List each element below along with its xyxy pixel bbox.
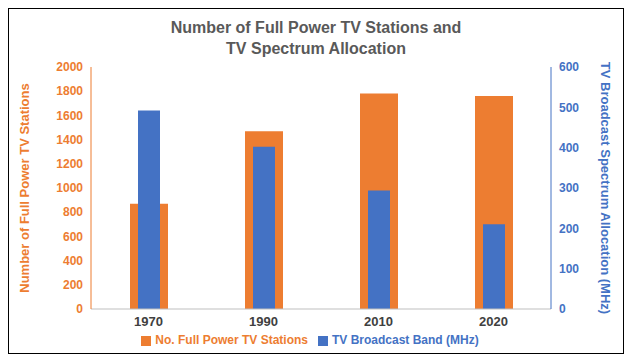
- svg-text:400: 400: [559, 141, 579, 155]
- html-text:Number of Full Power TV Statio: Number of Full Power TV Stations and TV …: [170, 19, 462, 57]
- svg-text:2000: 2000: [56, 61, 83, 74]
- svg-text:300: 300: [559, 181, 579, 195]
- svg-text:500: 500: [559, 101, 579, 115]
- svg-text:600: 600: [63, 230, 83, 244]
- html-text:No. Full Power TV Stations: No. Full Power TV Stations: [155, 333, 308, 347]
- svg-text:2010: 2010: [364, 314, 393, 329]
- svg-text:1600: 1600: [56, 109, 83, 123]
- svg-text:600: 600: [559, 61, 579, 74]
- html-text:TV Broadcast Band (MHz): TV Broadcast Band (MHz): [332, 333, 479, 347]
- svg-text:800: 800: [63, 205, 83, 219]
- svg-text:TV Broadcast Spectrum Allocati: TV Broadcast Spectrum Allocation (MHz): [598, 62, 613, 314]
- svg-text:1990: 1990: [249, 314, 278, 329]
- svg-text:1200: 1200: [56, 157, 83, 171]
- svg-text:0: 0: [559, 302, 566, 316]
- svg-text:100: 100: [559, 262, 579, 276]
- svg-text:400: 400: [63, 254, 83, 268]
- svg-text:200: 200: [63, 278, 83, 292]
- svg-text:0: 0: [76, 302, 83, 316]
- svg-text:1000: 1000: [56, 181, 83, 195]
- svg-text:2020: 2020: [479, 314, 508, 329]
- svg-text:Number of Full Power TV Statio: Number of Full Power TV Stations: [17, 83, 32, 292]
- svg-text:1800: 1800: [56, 84, 83, 98]
- svg-text:1970: 1970: [134, 314, 163, 329]
- svg-text:200: 200: [559, 222, 579, 236]
- svg-text:1400: 1400: [56, 133, 83, 147]
